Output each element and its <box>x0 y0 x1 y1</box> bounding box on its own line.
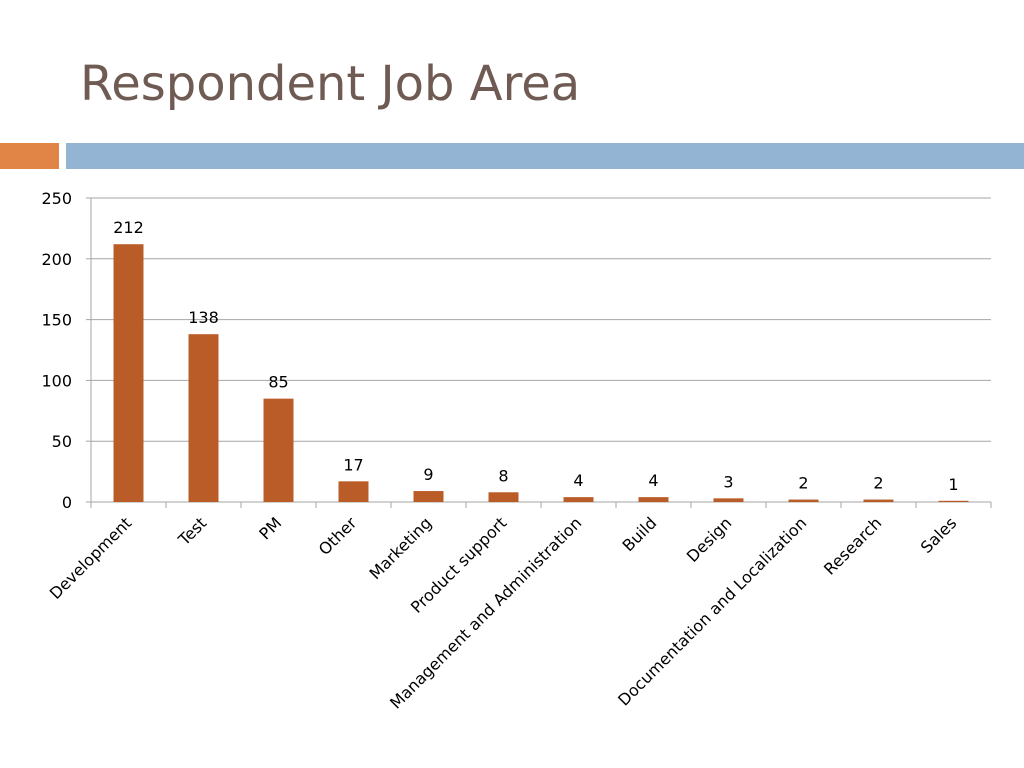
bar <box>938 500 969 502</box>
data-label: 3 <box>723 472 733 491</box>
data-label: 2 <box>798 474 808 493</box>
y-axis: 0 50 100 150 200 250 <box>41 189 92 512</box>
bar <box>263 398 294 502</box>
bars <box>113 244 969 502</box>
category-label: Development <box>46 513 136 603</box>
category-label: Design <box>683 513 736 566</box>
bar <box>713 498 744 502</box>
y-tick-label: 50 <box>52 432 72 451</box>
accent-bar-blue <box>66 143 1024 169</box>
data-label: 17 <box>343 455 363 474</box>
data-label: 4 <box>648 471 658 490</box>
slide-title: Respondent Job Area <box>80 56 581 112</box>
data-label: 9 <box>423 465 433 484</box>
data-label: 1 <box>948 475 958 494</box>
y-tick-label: 0 <box>62 493 72 512</box>
bar <box>563 497 594 502</box>
x-axis <box>90 501 992 508</box>
category-label: PM <box>255 513 285 543</box>
bar <box>113 244 144 502</box>
gridlines <box>91 197 991 442</box>
bar <box>638 497 669 502</box>
data-label: 212 <box>113 218 144 237</box>
category-label: Test <box>174 513 210 549</box>
y-tick-label: 200 <box>41 250 72 269</box>
category-label: Other <box>315 513 361 559</box>
y-tick-label: 250 <box>41 189 72 208</box>
data-label: 138 <box>188 308 219 327</box>
y-tick-label: 100 <box>41 371 72 390</box>
data-label: 85 <box>268 373 288 392</box>
bar <box>413 491 444 502</box>
data-label: 2 <box>873 474 883 493</box>
category-label: Marketing <box>366 513 436 583</box>
category-label: Build <box>618 513 660 555</box>
bar <box>788 499 819 502</box>
accent-bar-orange <box>0 143 59 169</box>
bar <box>338 481 369 502</box>
bar <box>188 334 219 502</box>
data-label: 4 <box>573 471 583 490</box>
category-label: Sales <box>917 513 961 557</box>
category-label: Research <box>820 513 885 578</box>
data-label: 8 <box>498 466 508 485</box>
y-tick-label: 150 <box>41 311 72 330</box>
bar <box>863 499 894 502</box>
data-labels: 212 138 85 17 9 8 4 4 3 2 2 1 <box>113 218 958 494</box>
bar <box>488 492 519 502</box>
